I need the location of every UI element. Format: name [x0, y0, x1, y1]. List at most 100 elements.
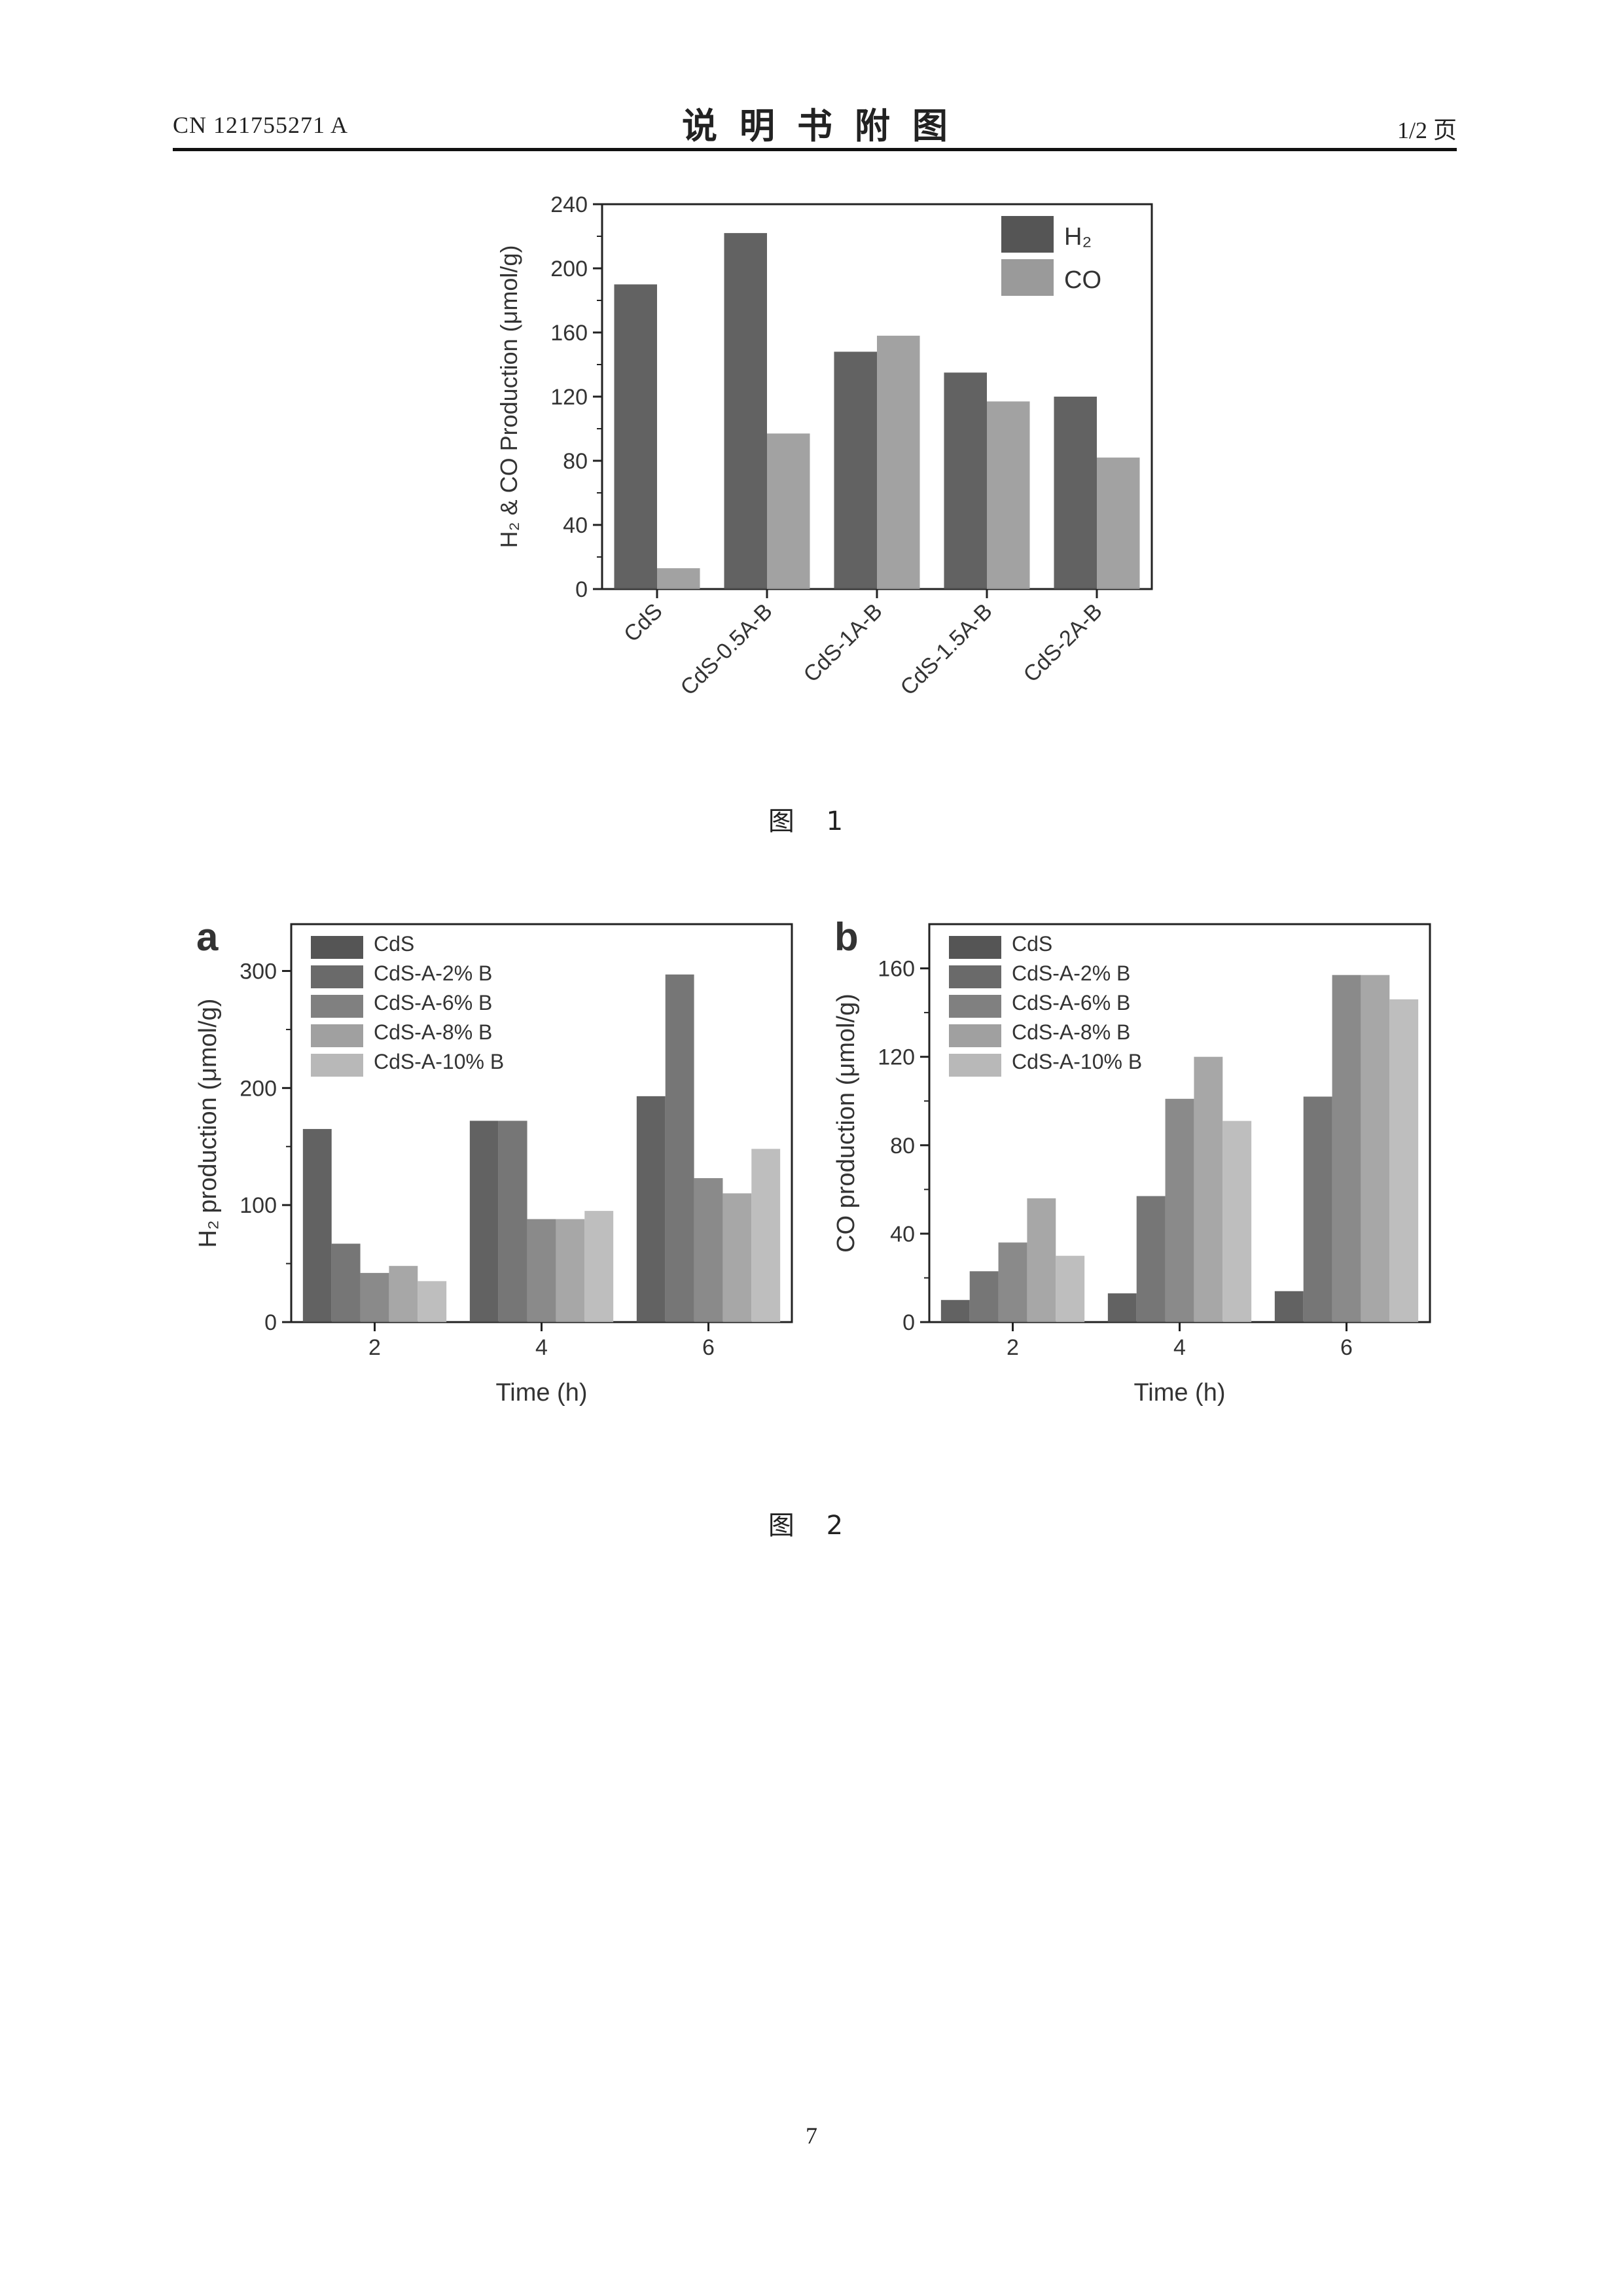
page-number: 7: [806, 2123, 817, 2149]
x-tick-label: 4: [1173, 1335, 1186, 1360]
figure-2b: 0 40 80 120 160 2 4 6 Time (h) CO production (μmo…: [815, 897, 1456, 1446]
y-axis-label: H₂ & CO Production (μmol/g): [495, 245, 522, 548]
bar-h--cds: [614, 284, 657, 589]
bar-h--cds-0-5a-b: [724, 233, 767, 590]
bar-cds-a-10-b-4: [584, 1211, 614, 1322]
legend-swatch: [311, 1054, 363, 1077]
bar-cds-a-6-b-2: [360, 1272, 389, 1322]
x-tick-label: 4: [535, 1335, 548, 1360]
bar-cds-a-6-b-6: [1332, 975, 1361, 1322]
y-tick-label: 160: [550, 321, 588, 346]
bar-cds-2: [302, 1128, 332, 1322]
figure-2a-chart: 0 100 200 300 2 4 6 Time (h) H₂ production (μmol…: [194, 915, 793, 1407]
bar-cds-a-10-b-4: [1222, 1121, 1252, 1322]
bar-cds-a-2-b-6: [1303, 1096, 1332, 1322]
bar-cds-a-6-b-2: [998, 1242, 1027, 1322]
x-tick-label: 2: [368, 1335, 381, 1360]
bar-cds-4: [469, 1121, 499, 1322]
header-rule: [173, 148, 1457, 151]
y-tick-label: 80: [890, 1134, 915, 1158]
bar-cds-a-8-b-2: [1027, 1198, 1056, 1322]
y-tick-label: 240: [550, 192, 588, 217]
y-tick-label: 40: [563, 513, 588, 538]
x-tick-label: 6: [702, 1335, 715, 1360]
legend-label: CdS-A-10% B: [1012, 1050, 1142, 1073]
bar-cds-a-2-b-6: [665, 974, 694, 1322]
x-tick-label: CdS-1A-B: [799, 599, 887, 687]
figure-1: 0 40 80 120 160 200 240 CdS CdS-0.5A-B CdS-1A-B Cd…: [471, 177, 1178, 753]
bar-cds-a-6-b-6: [694, 1178, 723, 1322]
bar-co-cds-0-5a-b: [767, 433, 810, 589]
bar-cds-a-2-b-4: [498, 1121, 527, 1322]
x-tick-label: CdS-2A-B: [1019, 599, 1107, 687]
legend-label: CdS-A-2% B: [1012, 961, 1130, 985]
y-tick-label: 120: [550, 385, 588, 410]
legend-swatch: [949, 936, 1001, 959]
bar-cds-6: [636, 1096, 666, 1322]
y-tick-label: 80: [563, 449, 588, 474]
y-tick-label: 120: [878, 1045, 915, 1070]
y-tick-label: 300: [240, 960, 277, 984]
legend-label: CdS-A-10% B: [374, 1050, 504, 1073]
y-tick-label: 0: [264, 1310, 277, 1335]
x-tick-label: 6: [1340, 1335, 1353, 1360]
y-tick-label: 200: [550, 257, 588, 281]
y-tick-label: 0: [575, 577, 588, 602]
legend-label: CdS-A-6% B: [374, 991, 492, 1014]
y-tick-label: 160: [878, 957, 915, 982]
x-tick-label: 2: [1007, 1335, 1019, 1360]
y-axis-label: H₂ production (μmol/g): [194, 999, 222, 1248]
legend-swatch: [311, 965, 363, 988]
legend-swatch: [311, 995, 363, 1018]
bar-cds-a-2-b-2: [331, 1244, 361, 1322]
panel-label: a: [196, 915, 219, 959]
bar-co-cds-1a-b: [877, 335, 920, 589]
legend-swatch: [311, 936, 363, 959]
x-axis-label: Time (h): [1133, 1379, 1225, 1407]
legend-label: CdS-A-2% B: [374, 961, 492, 985]
bar-co-cds-1-5a-b: [987, 401, 1030, 589]
bar-cds-a-8-b-4: [556, 1219, 585, 1322]
bar-cds-a-10-b-6: [1389, 999, 1419, 1322]
y-axis-label: CO production (μmol/g): [832, 994, 860, 1253]
legend-label: H₂: [1064, 223, 1092, 251]
bar-cds-a-2-b-4: [1136, 1196, 1166, 1322]
bar-cds-a-8-b-6: [722, 1193, 752, 1322]
bar-cds-a-10-b-6: [751, 1149, 781, 1322]
legend-label: CdS: [374, 932, 414, 956]
figure-1-caption: 图 1: [768, 806, 855, 836]
y-tick-label: 200: [240, 1076, 277, 1101]
legend-swatch: [949, 1054, 1001, 1077]
bar-cds-4: [1107, 1293, 1137, 1322]
bar-cds-a-6-b-4: [1165, 1098, 1194, 1322]
legend-swatch: [1001, 216, 1054, 253]
bar-h--cds-1-5a-b: [944, 372, 987, 589]
figure-2a: 0 100 200 300 2 4 6 Time (h) H₂ production (μmol…: [177, 897, 818, 1446]
bar-h--cds-2a-b: [1054, 397, 1097, 589]
bar-co-cds-2a-b: [1097, 457, 1140, 589]
bar-cds-a-8-b-4: [1194, 1056, 1223, 1322]
bar-cds-a-10-b-2: [1056, 1255, 1085, 1322]
bar-h--cds-1a-b: [834, 351, 877, 589]
y-tick-label: 40: [890, 1222, 915, 1247]
legend-swatch: [311, 1024, 363, 1047]
panel-label: b: [834, 915, 859, 959]
patent-number: CN 121755271 A: [173, 112, 349, 138]
x-tick-label: CdS-0.5A-B: [676, 599, 777, 700]
bar-cds-2: [940, 1300, 970, 1322]
bar-co-cds: [657, 568, 700, 589]
bar-cds-a-10-b-2: [418, 1281, 447, 1322]
x-axis-label: Time (h): [495, 1379, 587, 1407]
bar-cds-a-8-b-2: [389, 1266, 418, 1322]
legend-label: CO: [1064, 266, 1101, 294]
legend-label: CdS: [1012, 932, 1052, 956]
legend-swatch: [949, 995, 1001, 1018]
y-tick-label: 0: [902, 1310, 915, 1335]
legend-label: CdS-A-6% B: [1012, 991, 1130, 1014]
bar-cds-a-2-b-2: [969, 1271, 999, 1322]
figure-2b-chart: 0 40 80 120 160 2 4 6 Time (h) CO production (μmo…: [832, 915, 1431, 1407]
legend-swatch: [949, 1024, 1001, 1047]
x-tick-label: CdS-1.5A-B: [896, 599, 997, 700]
bar-cds-a-8-b-6: [1361, 975, 1390, 1322]
